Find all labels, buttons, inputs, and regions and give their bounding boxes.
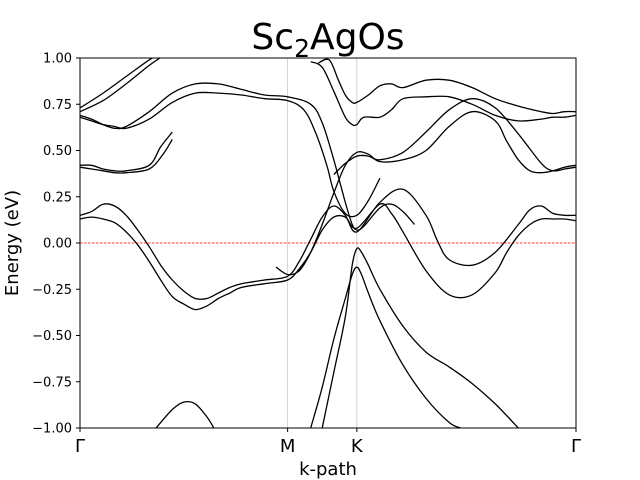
x-tick-label-0: Γ [75, 436, 85, 457]
x-tick-label-1: M [280, 436, 296, 457]
band-line-4 [317, 58, 576, 115]
y-tick-label-3: −0.25 [32, 283, 72, 298]
x-axis-label: k-path [299, 459, 357, 480]
band-line-11 [80, 203, 576, 311]
band-line-6 [80, 131, 173, 172]
y-tick-label-6: 0.50 [43, 144, 72, 159]
x-tick-label-3: Γ [571, 436, 581, 457]
band-line-1 [80, 58, 162, 113]
band-line-5 [310, 61, 576, 127]
y-tick-label-1: −0.75 [32, 375, 72, 390]
y-tick-label-5: 0.25 [43, 190, 72, 205]
band-line-13 [310, 266, 461, 428]
chart-title-suffix: AgOs [310, 17, 405, 58]
y-axis-label: Energy (eV) [2, 190, 23, 296]
band-line-0 [80, 58, 154, 109]
y-tick-label-8: 1.00 [43, 52, 72, 67]
y-tick-label-4: 0.00 [43, 237, 72, 252]
y-tick-label-2: −0.50 [32, 329, 72, 344]
band-line-9 [333, 98, 576, 175]
chart-title: Sc2AgOs [251, 17, 404, 63]
band-line-8 [275, 110, 576, 276]
y-axis-ticks: −1.00 −0.75 −0.50 −0.25 0.00 0.25 0.50 0.75 1.00 [32, 52, 80, 437]
band-line-14 [155, 400, 215, 428]
band-line-7 [80, 139, 173, 174]
x-tick-label-2: K [351, 436, 364, 457]
y-tick-label-7: 0.75 [43, 98, 72, 113]
band-lines [80, 58, 576, 428]
chart-title-subscript: 2 [294, 34, 310, 63]
band-line-10 [80, 188, 576, 300]
band-line-3 [80, 91, 381, 218]
band-line-2 [80, 82, 415, 231]
y-tick-label-0: −1.00 [32, 422, 72, 437]
band-line-12 [321, 247, 519, 428]
